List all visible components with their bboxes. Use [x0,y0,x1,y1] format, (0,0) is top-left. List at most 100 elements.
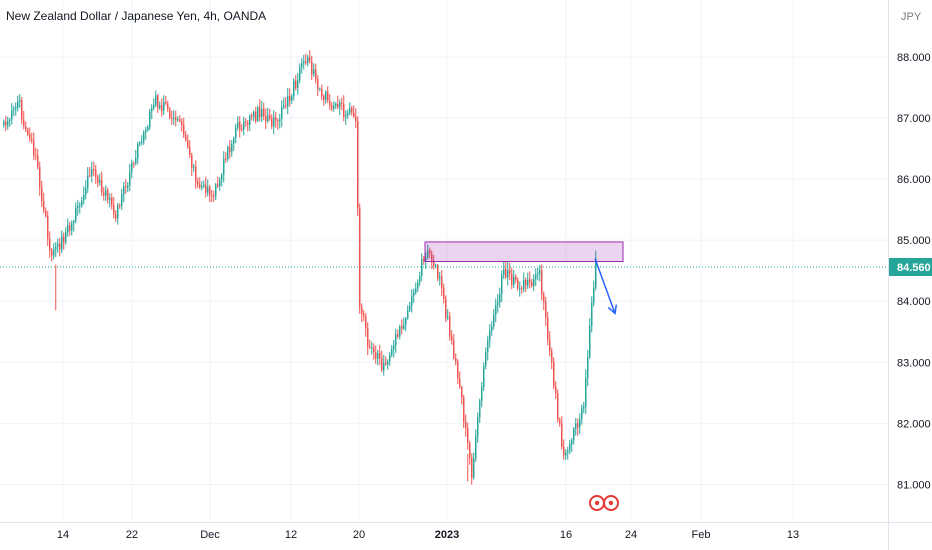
candle-body [373,347,375,353]
candle-body [433,260,435,266]
candle [355,108,357,129]
candle [497,294,499,313]
candle-body [315,69,317,80]
candle-body [127,185,129,188]
candle-body [505,269,507,278]
candle [135,149,137,166]
candle [5,115,7,132]
price-axis[interactable]: 81.000 82.000 83.000 84.000 85.000 86.000 87.0… [897,52,931,492]
candle-body [81,200,83,206]
candle [279,113,281,129]
candle-body [319,88,321,90]
candle-body [113,205,115,215]
candle [61,230,63,254]
candle [155,90,157,108]
candle-body [453,340,455,358]
candle-body [109,197,111,200]
candle-body [531,282,533,286]
candle [527,272,529,290]
candle-body [171,117,173,120]
candle [549,331,551,357]
candle [345,110,347,125]
candle [437,264,439,282]
candle [85,180,87,200]
candle [203,180,205,189]
candle [59,237,61,257]
candle-body [447,316,449,318]
candle [445,295,447,323]
event-icon-dot [608,500,614,506]
candle-body [353,112,355,117]
candle [115,209,117,222]
candle [125,179,127,194]
candle-body [119,205,121,207]
time-tick-label: 24 [625,529,637,541]
candle [431,250,433,269]
candle-body [125,186,127,188]
candle-body [341,102,343,104]
candle-body [503,269,505,275]
candle [11,103,13,125]
candle-body [189,146,191,155]
forecast-arrow[interactable] [594,258,618,315]
candle [17,95,19,112]
candle [325,90,327,104]
candle [193,163,195,173]
candle [467,422,469,450]
candle-body [331,105,333,109]
candle-body [497,302,499,305]
candle-body [9,119,11,121]
candle-body [559,419,561,424]
candle-body [311,61,313,75]
candle-body [111,197,113,206]
candle-body [395,334,397,346]
candle [459,371,461,389]
candle-body [233,138,235,144]
candle [201,181,203,191]
candle-body [5,121,7,126]
candle [73,219,75,232]
candle-body [501,274,503,295]
candle [343,95,345,122]
candle-body [3,121,5,125]
candle [469,440,471,465]
candle [495,298,497,323]
price-tick-label: 85.000 [897,235,931,247]
candle [419,271,421,287]
candle [41,180,43,207]
candle [349,102,351,116]
time-axis[interactable]: 14 22 Dec 12 20 2023 16 24 Feb 13 [57,529,799,541]
candle [127,182,129,193]
candle-body [285,105,287,107]
time-tick-label: 12 [285,529,297,541]
candle-body [87,175,89,188]
candle-body [427,250,429,258]
resistance-zone[interactable] [424,241,624,263]
candle [19,93,21,109]
candle-body [23,119,25,127]
candle-body [169,108,171,118]
candle-body [249,115,251,125]
candle-body [239,121,241,130]
candle-body [49,239,51,251]
candle [517,277,519,291]
candle [169,106,171,120]
candle-body [569,443,571,451]
candle [219,176,221,191]
candle-body [365,316,367,329]
candle-body [179,119,181,122]
candle [123,181,125,203]
candle [585,369,587,415]
candle [341,97,343,111]
candle [99,173,101,186]
time-tick-label: 22 [126,529,138,541]
candle-body [51,250,53,256]
candle [149,108,151,131]
candle-body [253,111,255,117]
events-marker[interactable] [589,495,619,511]
candle-body [411,295,413,306]
time-tick-label: 13 [787,529,799,541]
candle [209,184,211,203]
candle [55,242,57,258]
